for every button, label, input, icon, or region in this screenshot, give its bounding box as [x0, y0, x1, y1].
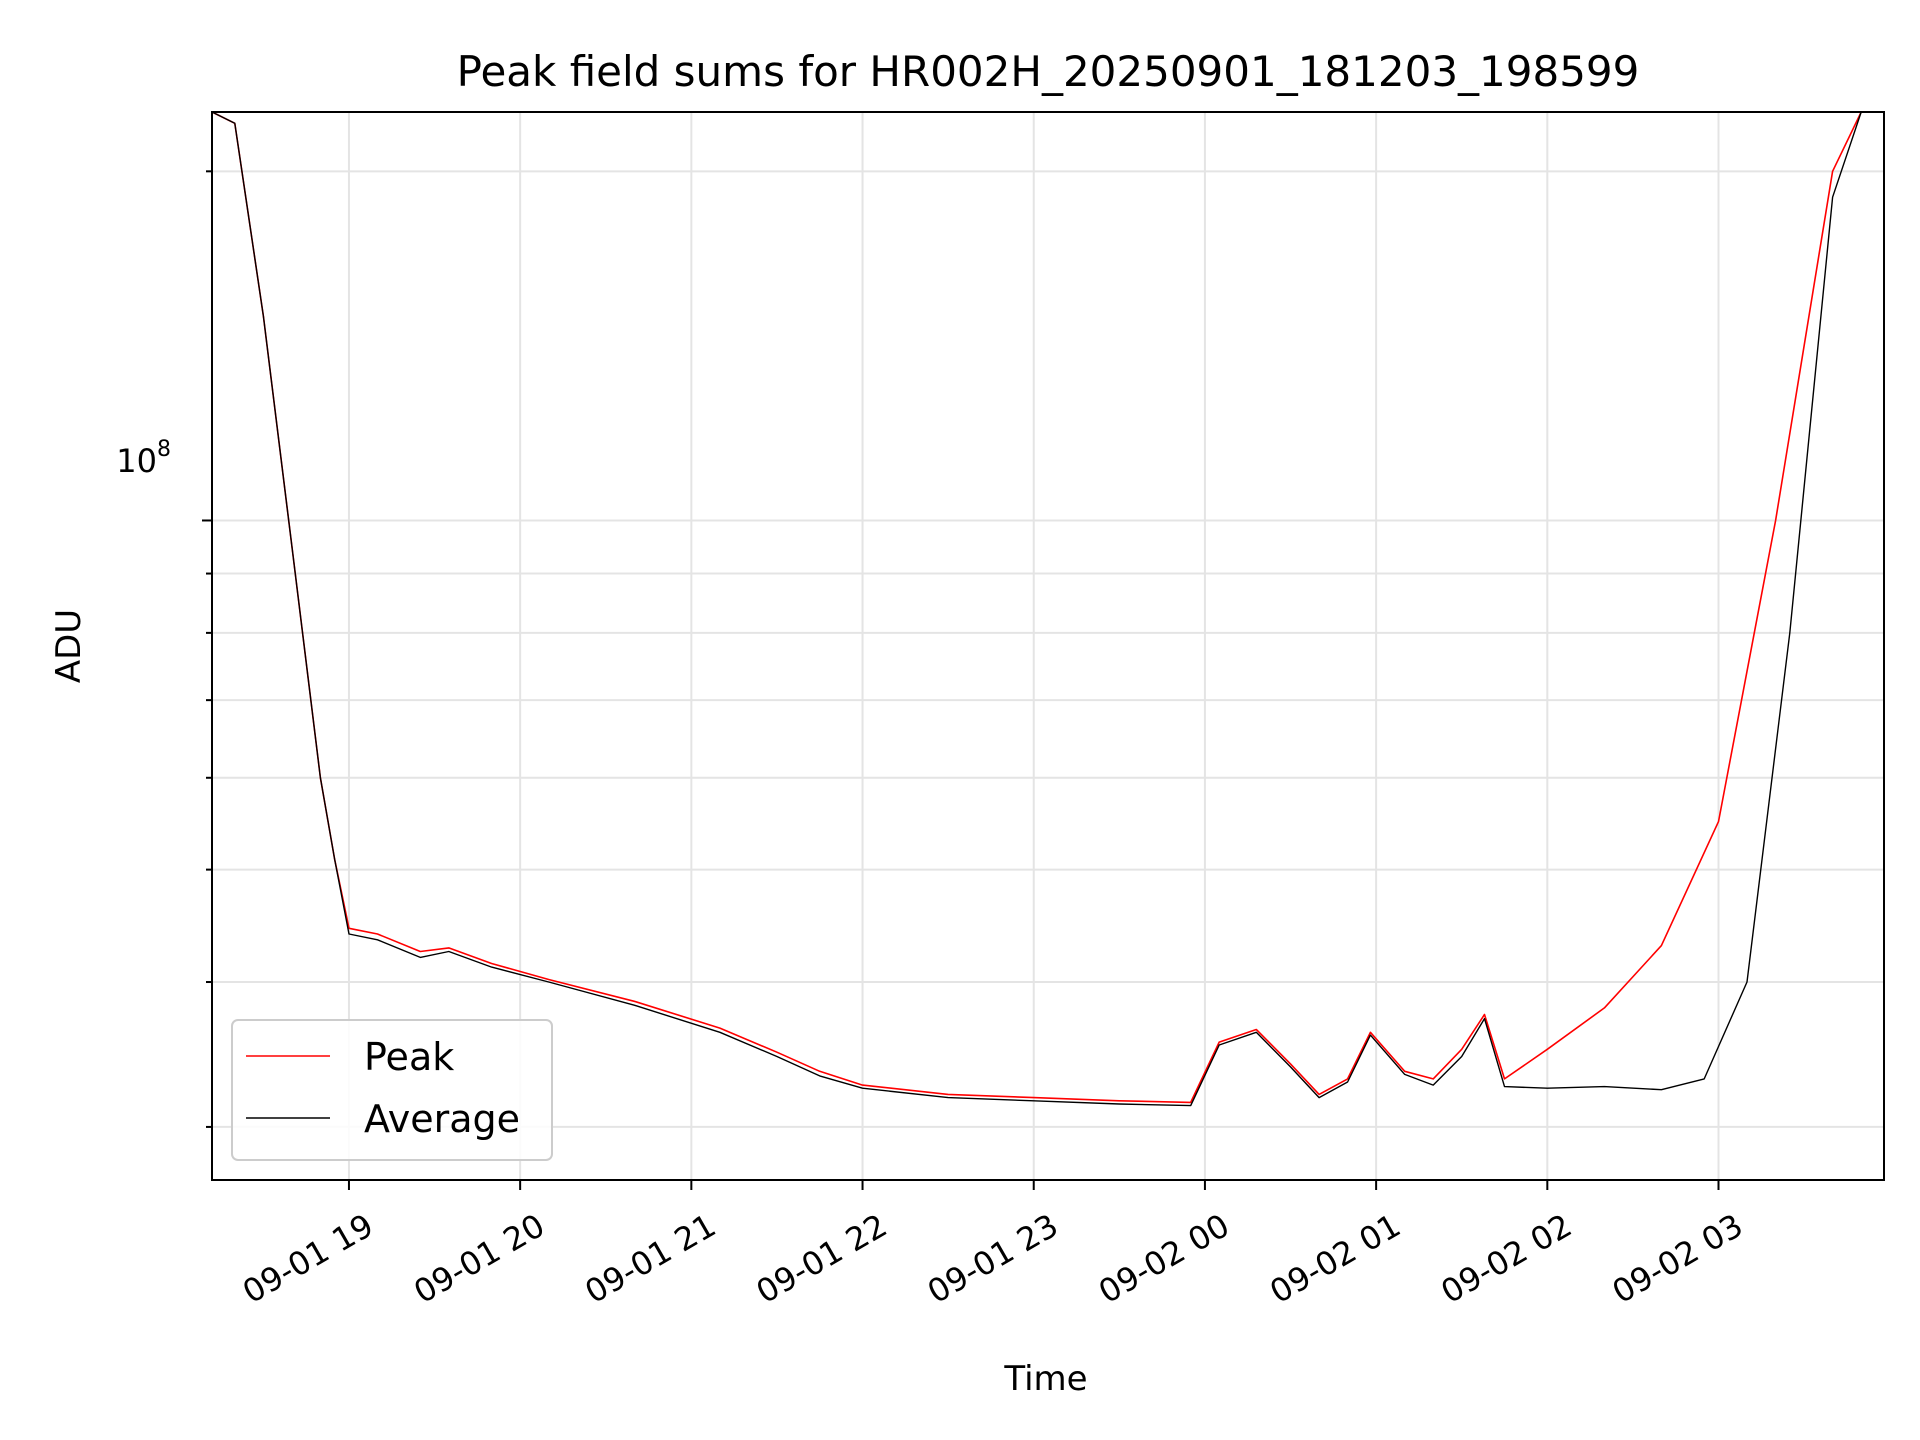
series-layer	[211, 111, 1862, 1107]
grid	[212, 112, 1884, 1180]
y-axis-label: ADU	[49, 609, 89, 683]
legend-average-label: Average	[364, 1097, 520, 1141]
series-line-average	[211, 111, 1862, 1107]
legend-peak-label: Peak	[364, 1035, 454, 1079]
legend: Peak Average	[231, 1019, 553, 1161]
series-line-peak	[211, 111, 1862, 1104]
chart-title: Peak field sums for HR002H_20250901_1812…	[457, 47, 1640, 96]
x-axis-label: Time	[1003, 1359, 1087, 1399]
y-tick-label-1e8: 108	[116, 437, 171, 480]
plot-frame	[211, 111, 1885, 1181]
legend-box	[231, 1019, 553, 1161]
y-axis-ticks	[202, 170, 212, 1128]
